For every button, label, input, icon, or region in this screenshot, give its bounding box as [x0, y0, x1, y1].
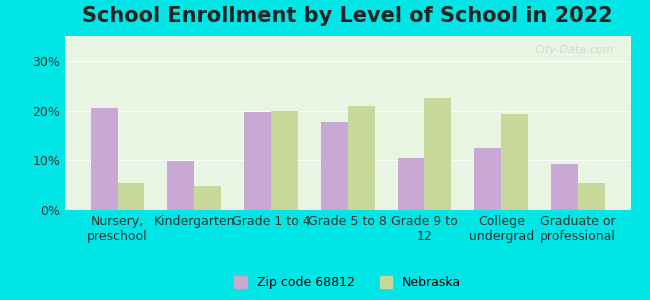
Bar — [348, 106, 374, 210]
Legend: Zip code 68812, Nebraska: Zip code 68812, Nebraska — [229, 271, 466, 294]
Bar — [424, 98, 451, 210]
Bar — [91, 108, 118, 210]
Bar — [194, 186, 221, 210]
Bar — [398, 158, 424, 210]
Bar — [501, 114, 528, 210]
Bar — [321, 122, 348, 210]
Bar — [271, 111, 298, 210]
Bar — [118, 183, 144, 210]
Title: School Enrollment by Level of School in 2022: School Enrollment by Level of School in … — [83, 6, 613, 26]
Bar — [168, 161, 194, 210]
Bar — [551, 164, 578, 210]
Text: City-Data.com: City-Data.com — [534, 45, 614, 55]
Bar — [578, 183, 604, 210]
Bar — [474, 148, 501, 210]
Bar — [244, 112, 271, 210]
